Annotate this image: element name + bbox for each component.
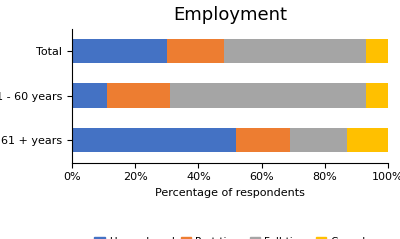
Bar bbox=[170, 83, 366, 108]
Bar bbox=[366, 39, 388, 63]
Bar bbox=[167, 39, 224, 63]
Title: Employment: Employment bbox=[173, 6, 287, 24]
Bar bbox=[72, 83, 107, 108]
Bar bbox=[224, 39, 366, 63]
Bar bbox=[366, 83, 388, 108]
Bar bbox=[290, 128, 347, 152]
Bar bbox=[236, 128, 290, 152]
Bar bbox=[107, 83, 170, 108]
Legend: Unemployed, Part-time, Full-time, Casual: Unemployed, Part-time, Full-time, Casual bbox=[94, 237, 366, 239]
Bar bbox=[347, 128, 388, 152]
Bar bbox=[72, 128, 236, 152]
X-axis label: Percentage of respondents: Percentage of respondents bbox=[155, 188, 305, 198]
Bar bbox=[72, 39, 167, 63]
